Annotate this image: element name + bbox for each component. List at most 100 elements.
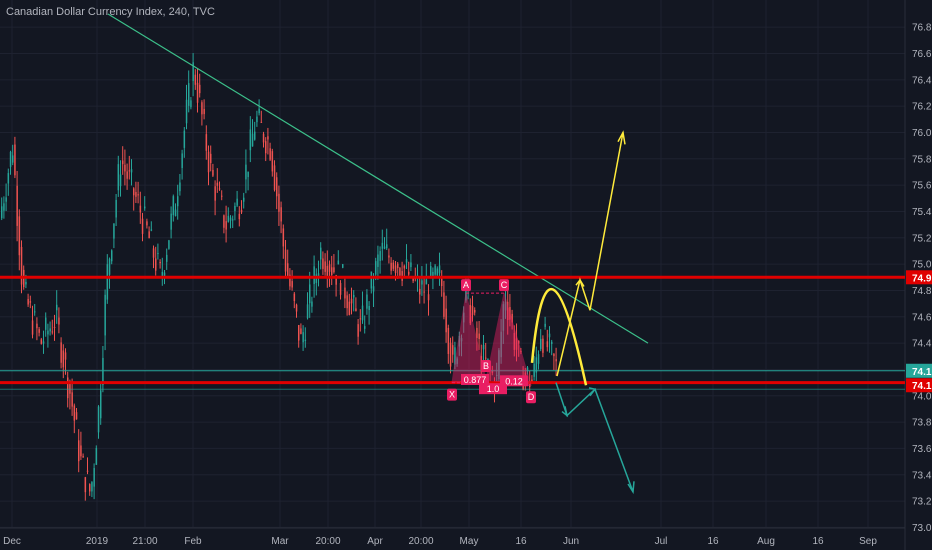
candle-body — [333, 267, 335, 273]
candle-body — [221, 195, 223, 197]
candle-body — [40, 339, 43, 344]
candle-body — [445, 308, 447, 333]
harmonic-point-box — [447, 388, 457, 401]
candle-body — [130, 169, 133, 173]
y-tick-label: 75.6 — [912, 181, 932, 192]
candle-body — [456, 358, 458, 364]
bearish-arrowhead-small — [561, 406, 569, 418]
candle-body — [207, 151, 210, 173]
candle-body — [313, 266, 315, 285]
candle-body — [436, 268, 439, 276]
candle-body — [27, 298, 29, 305]
candle-body — [256, 116, 258, 123]
candle-body — [458, 335, 461, 347]
harmonic-point-box — [481, 359, 491, 372]
price-tag-label: 74.1 — [912, 381, 932, 392]
candle-body — [148, 231, 150, 239]
candle-body — [509, 307, 511, 320]
candle-body — [95, 448, 98, 465]
candle-body — [229, 217, 232, 221]
candle-body — [199, 84, 201, 94]
candle-body — [553, 353, 555, 357]
candle-body — [67, 377, 69, 399]
candle-body — [498, 350, 500, 380]
candle-body — [227, 215, 230, 222]
candle-body — [201, 102, 203, 115]
x-tick-label: Feb — [184, 536, 202, 547]
candle-body — [276, 177, 278, 197]
candle-body — [122, 160, 124, 165]
candle-body — [447, 327, 450, 354]
candle-body — [119, 174, 122, 187]
candle-body — [452, 345, 454, 355]
x-tick-label: Dec — [3, 536, 21, 547]
candle-body — [181, 153, 183, 168]
candle-body — [141, 218, 144, 234]
harmonic-point-label: C — [501, 280, 508, 290]
y-tick-label: 74.6 — [912, 312, 932, 323]
candle-body — [518, 340, 520, 344]
price-tag — [906, 363, 932, 378]
candle-body — [309, 284, 311, 304]
candle-body — [49, 328, 51, 332]
candle-body — [102, 357, 104, 386]
candle-body — [45, 317, 47, 330]
candle-body — [537, 354, 540, 364]
candle-body — [62, 350, 65, 368]
candle-body — [476, 327, 478, 339]
candle-body — [238, 213, 241, 220]
x-tick-label: 20:00 — [315, 536, 340, 547]
ratio-box — [500, 375, 528, 387]
candle-body — [542, 338, 544, 353]
candle-body — [128, 170, 131, 172]
candle-body — [491, 370, 494, 373]
candle-body — [42, 341, 45, 344]
ratio-label: 1.0 — [487, 384, 500, 394]
candle-body — [482, 345, 485, 350]
candle-body — [298, 324, 300, 341]
candle-body — [397, 263, 399, 269]
candle-body — [38, 329, 40, 333]
y-tick-label: 73.6 — [912, 444, 932, 455]
y-tick-label: 76.4 — [912, 75, 932, 86]
candles — [1, 53, 557, 501]
candle-body — [159, 261, 161, 264]
candle-body — [364, 326, 366, 329]
y-tick-label: 74.4 — [912, 339, 932, 350]
candle-body — [504, 302, 507, 311]
candle-body — [82, 456, 84, 458]
candle-body — [194, 74, 197, 85]
candle-body — [71, 392, 73, 407]
candle-body — [31, 320, 34, 335]
candle-body — [265, 141, 267, 154]
x-tick-label: Jul — [655, 536, 668, 547]
y-tick-label: 74.8 — [912, 286, 932, 297]
candle-body — [335, 275, 337, 285]
candle-body — [86, 470, 89, 472]
candle-body — [218, 188, 221, 190]
candle-body — [78, 440, 80, 462]
y-tick-label: 73.0 — [912, 523, 932, 534]
candle-body — [258, 108, 260, 114]
candle-body — [25, 281, 27, 285]
candle-body — [124, 164, 126, 172]
candle-body — [236, 198, 238, 206]
bearish-projection-path — [555, 382, 634, 493]
candle-body — [155, 258, 157, 271]
candle-body — [370, 271, 373, 289]
candle-body — [12, 155, 14, 163]
candle-body — [337, 260, 340, 265]
candle-body — [403, 265, 406, 269]
candle-body — [344, 287, 346, 299]
candle-body — [535, 357, 538, 373]
candle-body — [454, 347, 456, 365]
candle-body — [262, 133, 265, 143]
x-tick-label: 21:00 — [132, 536, 157, 547]
candle-body — [16, 185, 18, 226]
candle-body — [93, 468, 95, 487]
harmonic-point-label: D — [528, 392, 535, 402]
candle-body — [205, 134, 208, 151]
candle-body — [368, 306, 370, 311]
